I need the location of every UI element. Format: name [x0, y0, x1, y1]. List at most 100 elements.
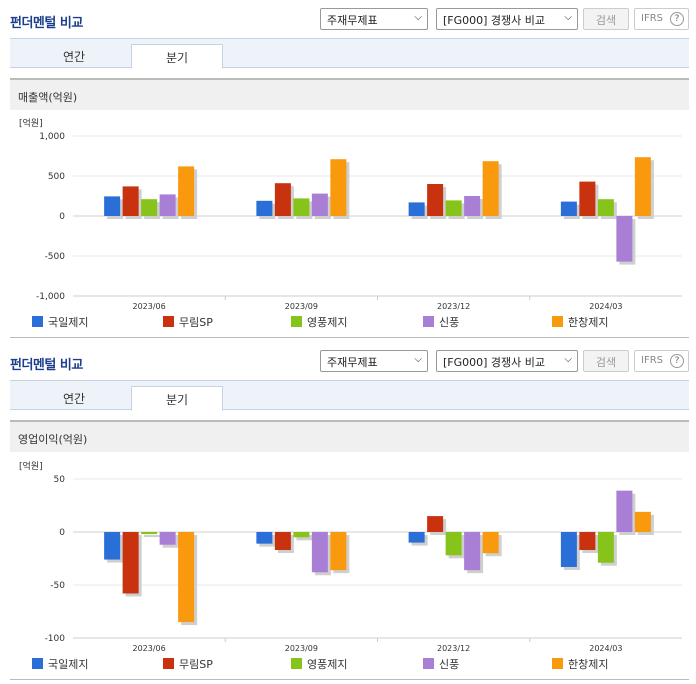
bar[interactable] [122, 532, 139, 594]
bar-shadow [296, 535, 313, 541]
bar[interactable] [464, 196, 481, 216]
bar[interactable] [445, 200, 462, 216]
bar[interactable] [597, 199, 614, 216]
bar[interactable] [464, 532, 481, 571]
statement-type-select[interactable]: 주재무제표 ⌵ [320, 8, 428, 30]
legend-label: 한창제지 [568, 316, 609, 329]
chart-container: 매출액(억원) [10, 78, 689, 338]
legend-swatch [163, 658, 174, 669]
bar[interactable] [274, 532, 291, 551]
legend-label: 무림SP [179, 316, 213, 329]
y-unit-label: [억원] [19, 460, 43, 472]
legend-swatch [163, 316, 174, 327]
bar[interactable] [579, 181, 596, 216]
bar-shadow [144, 535, 161, 538]
bar[interactable] [408, 202, 425, 216]
sales-bar-chart: [억원] 1,000 500 0 -500 -1,000 2023/06 2023/09 202… [19, 117, 682, 311]
chevron-down-icon: ⌵ [564, 12, 572, 23]
legend-item[interactable]: 무림SP [163, 656, 213, 672]
legend-label: 신풍 [439, 316, 460, 329]
ifrs-button[interactable]: IFRS ? [634, 350, 689, 372]
panel-header: 펀더멘털 비교 주재무제표 ⌵ [FG000] 경쟁사 비교 ⌵ 검색 IFRS… [0, 342, 696, 373]
x-tick-label: 2023/09 [285, 302, 318, 311]
legend-swatch [32, 658, 43, 669]
legend-swatch [552, 658, 563, 669]
bar[interactable] [445, 532, 462, 556]
legend-item[interactable]: 한창제지 [552, 314, 608, 330]
tab-annual[interactable]: 연간 [62, 50, 86, 64]
bar[interactable] [330, 159, 347, 216]
bar[interactable] [141, 532, 158, 535]
legend-label: 한창제지 [568, 658, 609, 671]
x-tick-label: 2023/12 [437, 644, 470, 653]
legend-item[interactable]: 국일제지 [32, 656, 88, 672]
chart-legend: 국일제지 무림SP 영풍제지 신풍 한창제지 [10, 314, 689, 330]
bar[interactable] [178, 532, 195, 623]
legend-item[interactable]: 신풍 [423, 656, 459, 672]
tab-quarterly[interactable]: 분기 [131, 386, 223, 411]
bar[interactable] [560, 532, 577, 567]
bar[interactable] [122, 186, 139, 216]
legend-swatch [291, 658, 302, 669]
bar[interactable] [330, 532, 347, 571]
ifrs-button[interactable]: IFRS ? [634, 8, 689, 30]
period-tabs: 연간 분기 [10, 380, 689, 411]
peer-group-select[interactable]: [FG000] 경쟁사 비교 ⌵ [436, 350, 578, 372]
legend-item[interactable]: 영풍제지 [291, 314, 347, 330]
statement-type-select[interactable]: 주재무제표 ⌵ [320, 350, 428, 372]
ifrs-label: IFRS [641, 355, 663, 366]
search-button[interactable]: 검색 [583, 8, 629, 30]
legend-item[interactable]: 무림SP [163, 314, 213, 330]
y-tick-label: -500 [45, 252, 66, 262]
y-tick-label: 0 [59, 212, 65, 222]
search-button[interactable]: 검색 [583, 350, 629, 372]
bar[interactable] [482, 532, 499, 554]
x-tick-label: 2024/03 [589, 302, 622, 311]
bar[interactable] [427, 516, 444, 532]
bar[interactable] [178, 166, 195, 216]
bar[interactable] [159, 532, 176, 545]
help-icon: ? [670, 354, 684, 368]
bar[interactable] [293, 532, 310, 538]
bar[interactable] [408, 532, 425, 543]
operating-profit-bar-chart: [억원] 50 0 -50 -100 2023/06 2023/09 2023/12 2024/… [19, 460, 682, 653]
chevron-down-icon: ⌵ [414, 354, 422, 365]
bar[interactable] [597, 532, 614, 563]
tab-annual[interactable]: 연간 [62, 392, 86, 406]
bar[interactable] [579, 532, 596, 551]
x-tick-label: 2023/06 [133, 644, 166, 653]
bar[interactable] [616, 216, 633, 262]
bar[interactable] [427, 184, 444, 216]
legend-item[interactable]: 국일제지 [32, 314, 88, 330]
bar[interactable] [616, 490, 633, 532]
bar[interactable] [104, 196, 121, 216]
chart-heading: 영업이익(억원) [18, 433, 88, 446]
bar[interactable] [141, 199, 158, 216]
bar[interactable] [274, 183, 291, 216]
tab-quarterly[interactable]: 분기 [131, 44, 223, 69]
ifrs-label: IFRS [641, 13, 663, 24]
bar[interactable] [256, 532, 273, 544]
legend-label: 신풍 [439, 658, 460, 671]
legend-item[interactable]: 영풍제지 [291, 656, 347, 672]
legend-item[interactable]: 신풍 [423, 314, 459, 330]
bar[interactable] [560, 201, 577, 216]
panel-title: 펀더멘털 비교 [10, 16, 83, 31]
peer-group-select[interactable]: [FG000] 경쟁사 비교 ⌵ [436, 8, 578, 30]
legend-swatch [552, 316, 563, 327]
bar[interactable] [311, 532, 328, 573]
legend-item[interactable]: 한창제지 [552, 656, 608, 672]
legend-swatch [32, 316, 43, 327]
legend-label: 무림SP [179, 658, 213, 671]
bar[interactable] [104, 532, 121, 560]
statement-type-value: 주재무제표 [327, 14, 378, 27]
bar[interactable] [256, 200, 273, 216]
bar[interactable] [634, 157, 651, 216]
bar[interactable] [293, 198, 310, 216]
bar[interactable] [159, 194, 176, 216]
bar[interactable] [634, 511, 651, 532]
legend-swatch [423, 658, 434, 669]
chevron-down-icon: ⌵ [414, 12, 422, 23]
bar[interactable] [482, 161, 499, 216]
bar[interactable] [311, 193, 328, 216]
